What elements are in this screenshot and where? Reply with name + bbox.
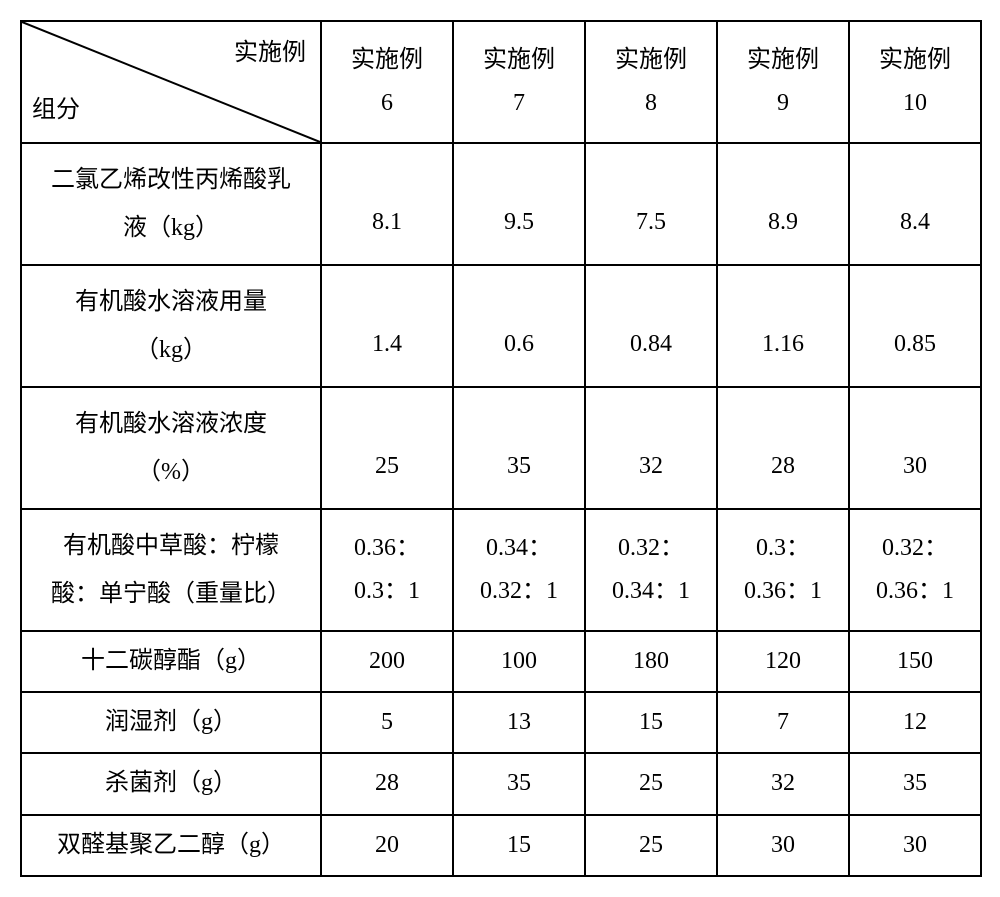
cell: 200 — [321, 631, 453, 692]
cell: 13 — [453, 692, 585, 753]
table-header-row: 实施例 组分 实施例6 实施例7 实施例8 实施例9 实施例10 — [21, 21, 981, 143]
column-header: 实施例7 — [453, 21, 585, 143]
cell: 25 — [321, 387, 453, 509]
column-header: 实施例8 — [585, 21, 717, 143]
column-header: 实施例10 — [849, 21, 981, 143]
cell: 32 — [585, 387, 717, 509]
cell: 15 — [453, 815, 585, 876]
cell: 100 — [453, 631, 585, 692]
cell: 9.5 — [453, 143, 585, 265]
table-row: 杀菌剂（g） 28 35 25 32 35 — [21, 753, 981, 814]
cell: 8.1 — [321, 143, 453, 265]
row-label: 有机酸水溶液用量（kg） — [21, 265, 321, 387]
header-top-label: 实施例 — [234, 32, 306, 75]
row-label: 有机酸中草酸：柠檬酸：单宁酸（重量比） — [21, 509, 321, 631]
cell: 0.32：0.36：1 — [849, 509, 981, 631]
cell: 15 — [585, 692, 717, 753]
table-row: 有机酸水溶液用量（kg） 1.4 0.6 0.84 1.16 0.85 — [21, 265, 981, 387]
row-label: 二氯乙烯改性丙烯酸乳液（kg） — [21, 143, 321, 265]
cell: 28 — [717, 387, 849, 509]
column-header: 实施例9 — [717, 21, 849, 143]
cell: 120 — [717, 631, 849, 692]
cell: 28 — [321, 753, 453, 814]
cell: 30 — [717, 815, 849, 876]
header-bottom-label: 组分 — [32, 89, 80, 132]
cell: 32 — [717, 753, 849, 814]
row-label: 双醛基聚乙二醇（g） — [21, 815, 321, 876]
cell: 30 — [849, 387, 981, 509]
cell: 5 — [321, 692, 453, 753]
table-row: 润湿剂（g） 5 13 15 7 12 — [21, 692, 981, 753]
cell: 35 — [453, 753, 585, 814]
table-row: 有机酸水溶液浓度（%） 25 35 32 28 30 — [21, 387, 981, 509]
cell: 0.34：0.32：1 — [453, 509, 585, 631]
cell: 0.32：0.34：1 — [585, 509, 717, 631]
table-row: 二氯乙烯改性丙烯酸乳液（kg） 8.1 9.5 7.5 8.9 8.4 — [21, 143, 981, 265]
column-header: 实施例6 — [321, 21, 453, 143]
cell: 1.16 — [717, 265, 849, 387]
row-label: 十二碳醇酯（g） — [21, 631, 321, 692]
cell: 12 — [849, 692, 981, 753]
cell: 1.4 — [321, 265, 453, 387]
data-table: 实施例 组分 实施例6 实施例7 实施例8 实施例9 实施例10 二氯乙烯改性丙… — [20, 20, 982, 877]
cell: 7.5 — [585, 143, 717, 265]
cell: 150 — [849, 631, 981, 692]
cell: 35 — [453, 387, 585, 509]
cell: 20 — [321, 815, 453, 876]
cell: 0.6 — [453, 265, 585, 387]
cell: 8.9 — [717, 143, 849, 265]
cell: 8.4 — [849, 143, 981, 265]
cell: 0.85 — [849, 265, 981, 387]
cell: 0.84 — [585, 265, 717, 387]
table-row: 双醛基聚乙二醇（g） 20 15 25 30 30 — [21, 815, 981, 876]
row-label: 有机酸水溶液浓度（%） — [21, 387, 321, 509]
cell: 30 — [849, 815, 981, 876]
table-row: 十二碳醇酯（g） 200 100 180 120 150 — [21, 631, 981, 692]
cell: 7 — [717, 692, 849, 753]
cell: 180 — [585, 631, 717, 692]
row-label: 杀菌剂（g） — [21, 753, 321, 814]
cell: 0.36：0.3：1 — [321, 509, 453, 631]
cell: 25 — [585, 815, 717, 876]
table-row: 有机酸中草酸：柠檬酸：单宁酸（重量比） 0.36：0.3：1 0.34：0.32… — [21, 509, 981, 631]
cell: 25 — [585, 753, 717, 814]
header-diagonal-cell: 实施例 组分 — [21, 21, 321, 143]
row-label: 润湿剂（g） — [21, 692, 321, 753]
cell: 35 — [849, 753, 981, 814]
cell: 0.3：0.36：1 — [717, 509, 849, 631]
